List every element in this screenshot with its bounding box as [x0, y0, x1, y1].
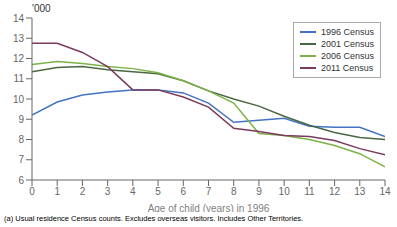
html-text:'000: '000 — [32, 3, 51, 14]
svg-text:11: 11 — [14, 73, 25, 84]
svg-text:5: 5 — [155, 186, 161, 197]
html-text:2006 Census: 2006 Census — [321, 51, 374, 61]
html-text:(a) Usual residence Census cou: (a) Usual residence Census counts. Exclu… — [4, 214, 304, 223]
svg-text:8: 8 — [18, 134, 24, 145]
svg-text:9: 9 — [18, 114, 24, 125]
svg-text:10: 10 — [13, 94, 25, 105]
svg-text:4: 4 — [130, 186, 136, 197]
svg-text:9: 9 — [256, 186, 262, 197]
svg-text:14: 14 — [379, 186, 389, 197]
svg-text:0: 0 — [29, 186, 35, 197]
html-text:1996 Census: 1996 Census — [321, 27, 374, 37]
svg-text:7: 7 — [18, 154, 24, 165]
svg-text:Age of child (years) in 1996: Age of child (years) in 1996 — [148, 203, 270, 212]
svg-text:13: 13 — [13, 33, 25, 44]
svg-text:10: 10 — [279, 186, 291, 197]
svg-text:12: 12 — [13, 53, 25, 64]
svg-text:13: 13 — [354, 186, 366, 197]
svg-text:6: 6 — [181, 186, 187, 197]
svg-text:8: 8 — [231, 186, 237, 197]
svg-text:11: 11 — [304, 186, 315, 197]
html-text:2001 Census: 2001 Census — [321, 39, 374, 49]
html-text:2011 Census: 2011 Census — [321, 63, 374, 73]
svg-text:7: 7 — [206, 186, 212, 197]
svg-text:1: 1 — [54, 186, 60, 197]
svg-text:14: 14 — [13, 13, 25, 24]
svg-text:2: 2 — [80, 186, 86, 197]
svg-text:12: 12 — [329, 186, 341, 197]
svg-text:6: 6 — [18, 175, 24, 186]
svg-text:3: 3 — [105, 186, 111, 197]
